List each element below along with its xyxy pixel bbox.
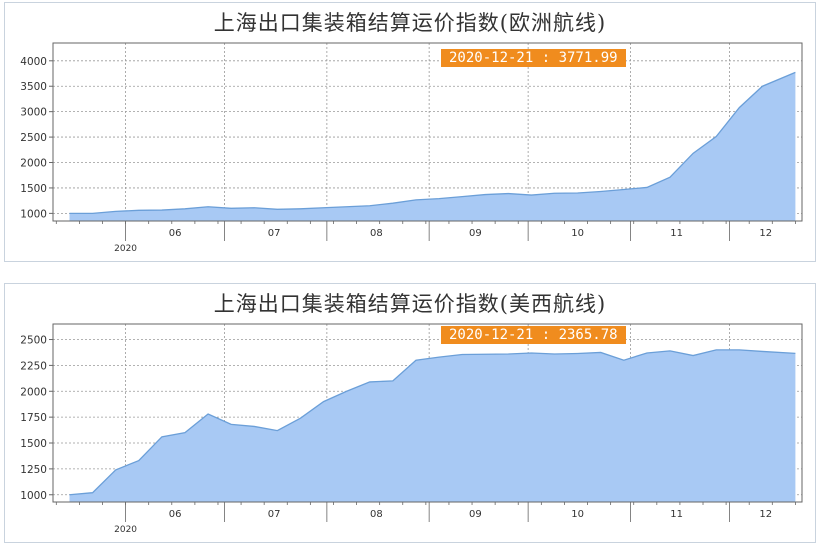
y-tick-label: 2000 [20, 158, 47, 170]
y-tick-label: 1250 [20, 464, 47, 476]
x-month-label: 09 [469, 228, 482, 239]
chart-title: 上海出口集装箱结算运价指数(美西航线) [213, 292, 607, 316]
y-tick-label: 2500 [20, 132, 47, 144]
y-tick-label: 2250 [20, 360, 47, 372]
y-tick-label: 3500 [20, 81, 47, 93]
y-tick-label: 1750 [20, 412, 47, 424]
x-month-label: 12 [759, 228, 772, 239]
chart-title: 上海出口集装箱结算运价指数(欧洲航线) [213, 11, 607, 35]
series-line [69, 349, 796, 496]
x-month-label: 06 [169, 509, 182, 520]
series-line [69, 71, 796, 215]
y-tick-label: 1000 [20, 490, 47, 502]
europe-chart-plot: 1000 1500 2000 2500 3000 3500 4000 06 07 08 09 10 11… [20, 42, 803, 254]
y-tick-label: 1500 [20, 183, 47, 195]
series-area [69, 349, 796, 502]
y-tick-label: 1500 [20, 438, 47, 450]
y-tick-label: 2000 [20, 386, 47, 398]
x-month-label: 10 [571, 509, 584, 520]
plot-border [52, 42, 803, 222]
x-month-label: 08 [370, 228, 383, 239]
latest-value-badge: 2020-12-21 : 2365.78 [441, 326, 626, 344]
x-month-label: 07 [268, 228, 281, 239]
series-area [69, 72, 796, 222]
y-tick-label: 2500 [20, 335, 47, 347]
us-west-chart-panel: 上海出口集装箱结算运价指数(美西航线) 1000 1250 1500 1750 2000… [4, 283, 816, 543]
europe-chart-panel: 上海出口集装箱结算运价指数(欧洲航线) 1000 1500 2000 2500 3000… [4, 2, 816, 262]
x-month-label: 07 [268, 509, 281, 520]
y-tick-label: 1000 [20, 208, 47, 220]
x-month-label: 09 [469, 509, 482, 520]
plot-border [52, 323, 803, 503]
y-tick-label: 3000 [20, 107, 47, 119]
us-west-chart-plot: 1000 1250 1500 1750 2000 2250 2500 06 07 08 09 10 11… [20, 323, 803, 535]
x-month-label: 06 [169, 228, 182, 239]
y-tick-label: 4000 [20, 56, 47, 68]
x-year-label: 2020 [114, 525, 137, 535]
latest-value-badge: 2020-12-21 : 3771.99 [441, 49, 626, 67]
x-month-label: 12 [759, 509, 772, 520]
x-month-label: 11 [670, 509, 683, 520]
x-month-label: 11 [670, 228, 683, 239]
x-year-label: 2020 [114, 244, 137, 254]
x-month-label: 08 [370, 509, 383, 520]
x-month-label: 10 [571, 228, 584, 239]
